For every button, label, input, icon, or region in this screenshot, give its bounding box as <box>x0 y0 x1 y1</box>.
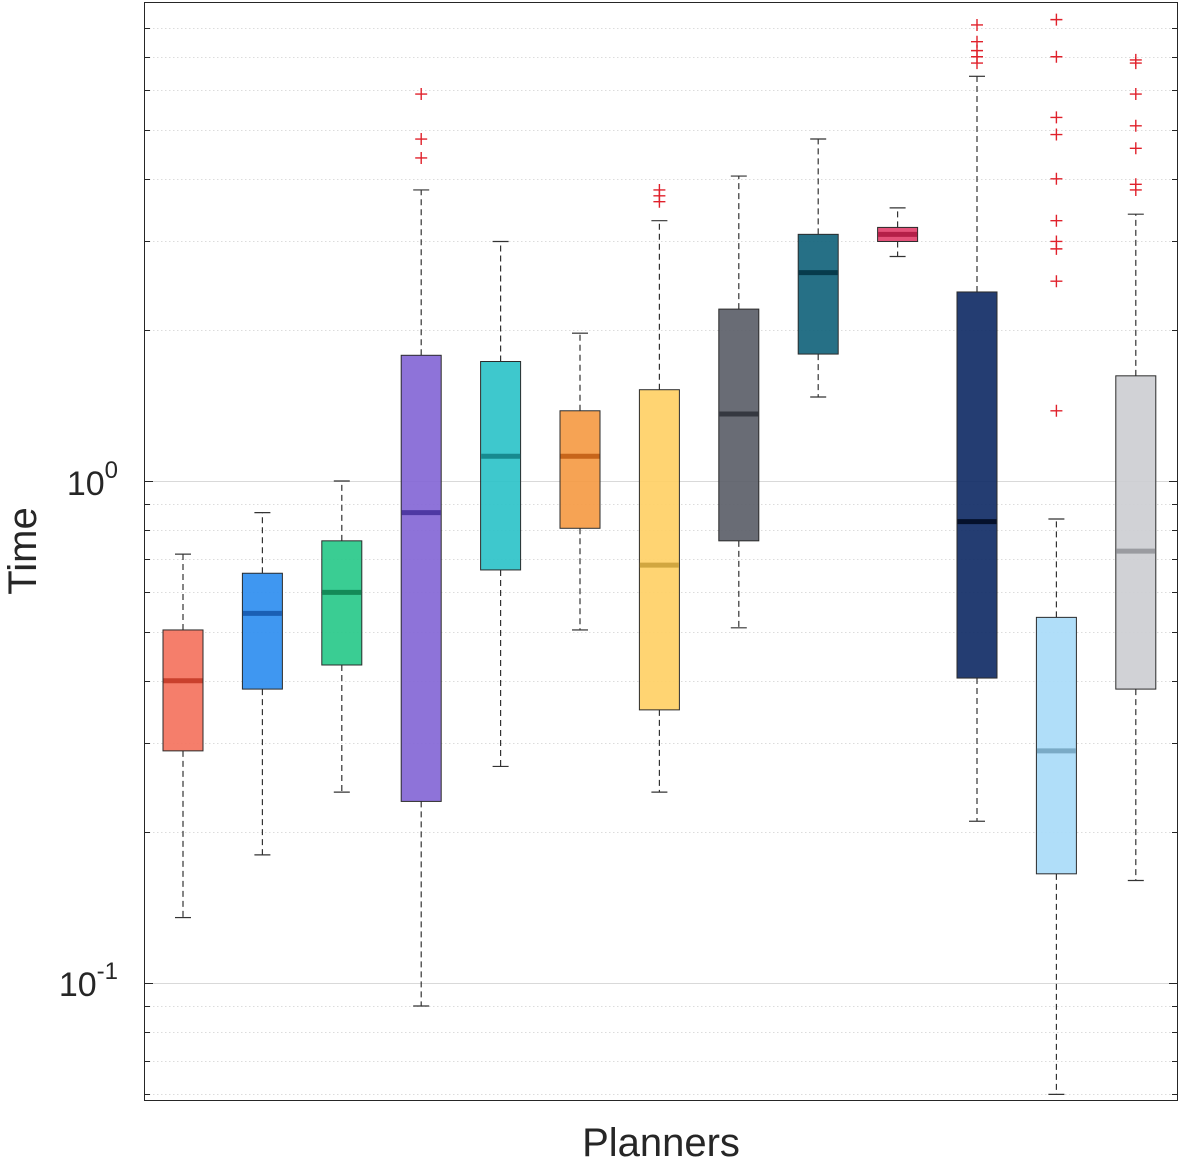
outlier-marker <box>1050 13 1063 26</box>
y-axis-title: Time <box>1 507 45 594</box>
axis-ticks <box>145 28 1177 1095</box>
box-planner-3 <box>321 480 363 793</box>
iqr-box <box>718 308 760 542</box>
box-planner-5 <box>480 240 522 768</box>
iqr-box <box>956 291 998 679</box>
outlier-marker <box>415 88 428 101</box>
iqr-box <box>797 233 839 355</box>
y-tick-exponent: 0 <box>105 457 118 484</box>
iqr-box <box>559 410 601 529</box>
outlier-marker <box>1050 275 1063 288</box>
outlier-marker <box>1129 53 1142 66</box>
outlier-marker <box>971 35 983 48</box>
y-tick-label-1: 100 <box>67 457 118 503</box>
boxes <box>162 13 1157 1095</box>
x-axis-title: Planners <box>582 1121 740 1162</box>
outlier-marker <box>1050 214 1063 227</box>
iqr-box <box>638 389 680 711</box>
iqr-box <box>1115 375 1157 690</box>
box-planner-7 <box>638 183 680 793</box>
y-tick-base: 10 <box>67 465 105 503</box>
box-planner-11 <box>956 18 998 822</box>
outlier-marker <box>653 183 666 196</box>
iqr-box <box>241 572 283 690</box>
box-planner-6 <box>559 332 601 631</box>
y-tick-labels: 10-1 100 <box>59 457 118 1004</box>
box-planner-8 <box>718 175 760 629</box>
iqr-box <box>400 354 442 802</box>
outlier-marker <box>1129 119 1142 132</box>
outlier-marker <box>415 151 428 164</box>
y-tick-label-0.1: 10-1 <box>59 958 118 1004</box>
y-tick-base: 10 <box>59 966 97 1004</box>
axes-frame <box>144 2 1178 1101</box>
outlier-marker <box>1050 404 1063 417</box>
iqr-box <box>321 540 363 666</box>
outlier-marker <box>415 133 428 146</box>
outlier-marker <box>1050 111 1063 124</box>
box-planner-4 <box>400 88 442 1007</box>
box-planner-2 <box>241 512 283 856</box>
outlier-marker <box>1129 142 1142 155</box>
outlier-marker <box>1050 235 1063 248</box>
iqr-box <box>480 361 522 571</box>
box-planner-10 <box>877 207 919 258</box>
outlier-marker <box>1050 172 1063 185</box>
box-planner-9 <box>797 138 839 398</box>
box-planner-12 <box>1035 13 1077 1095</box>
box-planner-1 <box>162 553 204 919</box>
iqr-box <box>1035 616 1077 875</box>
iqr-box <box>162 629 204 752</box>
outlier-marker <box>971 18 983 31</box>
outlier-marker <box>1050 50 1063 63</box>
outlier-marker <box>1129 178 1142 191</box>
outlier-marker <box>1129 88 1142 101</box>
outlier-marker <box>1050 128 1063 141</box>
box-planner-13 <box>1115 53 1157 882</box>
y-tick-exponent: -1 <box>97 958 118 985</box>
